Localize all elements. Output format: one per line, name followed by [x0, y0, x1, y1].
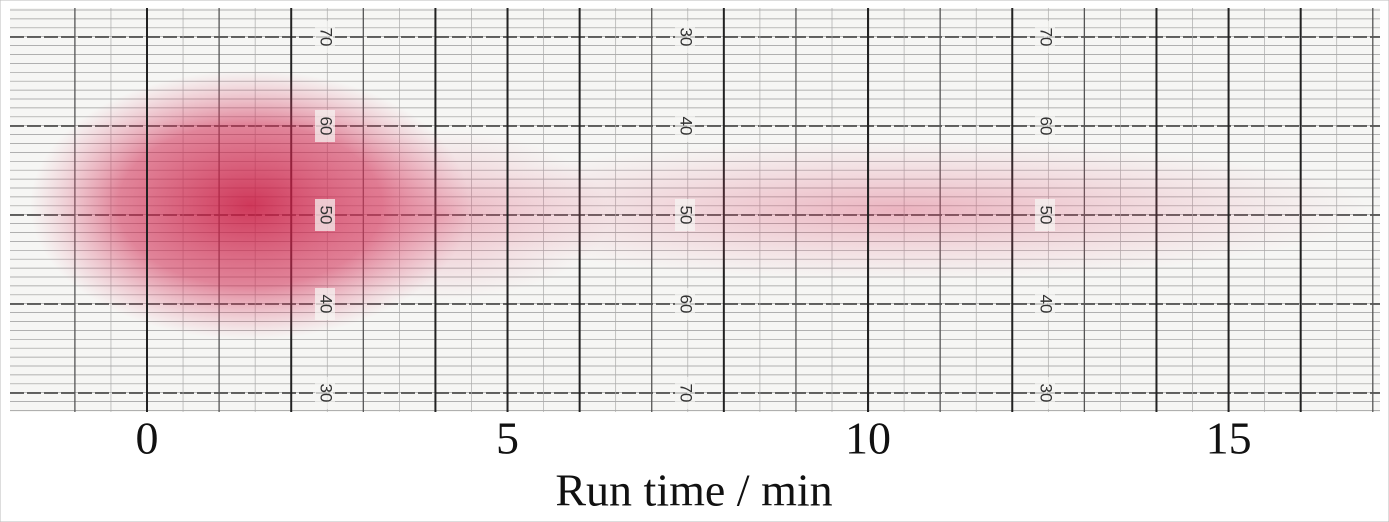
label-bg: [1035, 199, 1055, 231]
paper-label: 50: [317, 206, 336, 225]
x-tick-label: 0: [136, 413, 159, 464]
paper-label: 40: [677, 117, 696, 136]
paper-label: 70: [677, 384, 696, 403]
paper-label: 70: [1037, 28, 1056, 47]
paper-label: 30: [677, 28, 696, 47]
paper-label: 50: [1037, 206, 1056, 225]
label-bg: [315, 288, 335, 320]
label-bg: [1035, 377, 1055, 409]
label-bg: [1035, 288, 1055, 320]
label-bg: [1035, 110, 1055, 142]
paper-label: 40: [1037, 295, 1056, 314]
x-tick-label: 10: [845, 413, 891, 464]
paper-label: 30: [1037, 384, 1056, 403]
x-tick-label: 5: [496, 413, 519, 464]
paper-label: 50: [677, 206, 696, 225]
label-bg: [315, 21, 335, 53]
red-smear: [430, 140, 1370, 280]
label-bg: [675, 110, 695, 142]
label-bg: [675, 288, 695, 320]
label-bg: [315, 110, 335, 142]
label-bg: [675, 377, 695, 409]
label-bg: [675, 21, 695, 53]
label-bg: [675, 199, 695, 231]
label-bg: [315, 199, 335, 231]
paper-label: 30: [317, 384, 336, 403]
label-bg: [315, 377, 335, 409]
paper-labels: 70 60 50 40 30 30 40 50 60 70 70 60 50 40 30: [315, 21, 1056, 409]
x-tick-label: 15: [1206, 413, 1252, 464]
paper-label: 40: [317, 295, 336, 314]
label-bg: [1035, 21, 1055, 53]
paper-label: 60: [317, 117, 336, 136]
paper-label: 60: [677, 295, 696, 314]
paper-label: 70: [317, 28, 336, 47]
x-axis-title: Run time / min: [555, 465, 832, 516]
paper-label: 60: [1037, 117, 1056, 136]
